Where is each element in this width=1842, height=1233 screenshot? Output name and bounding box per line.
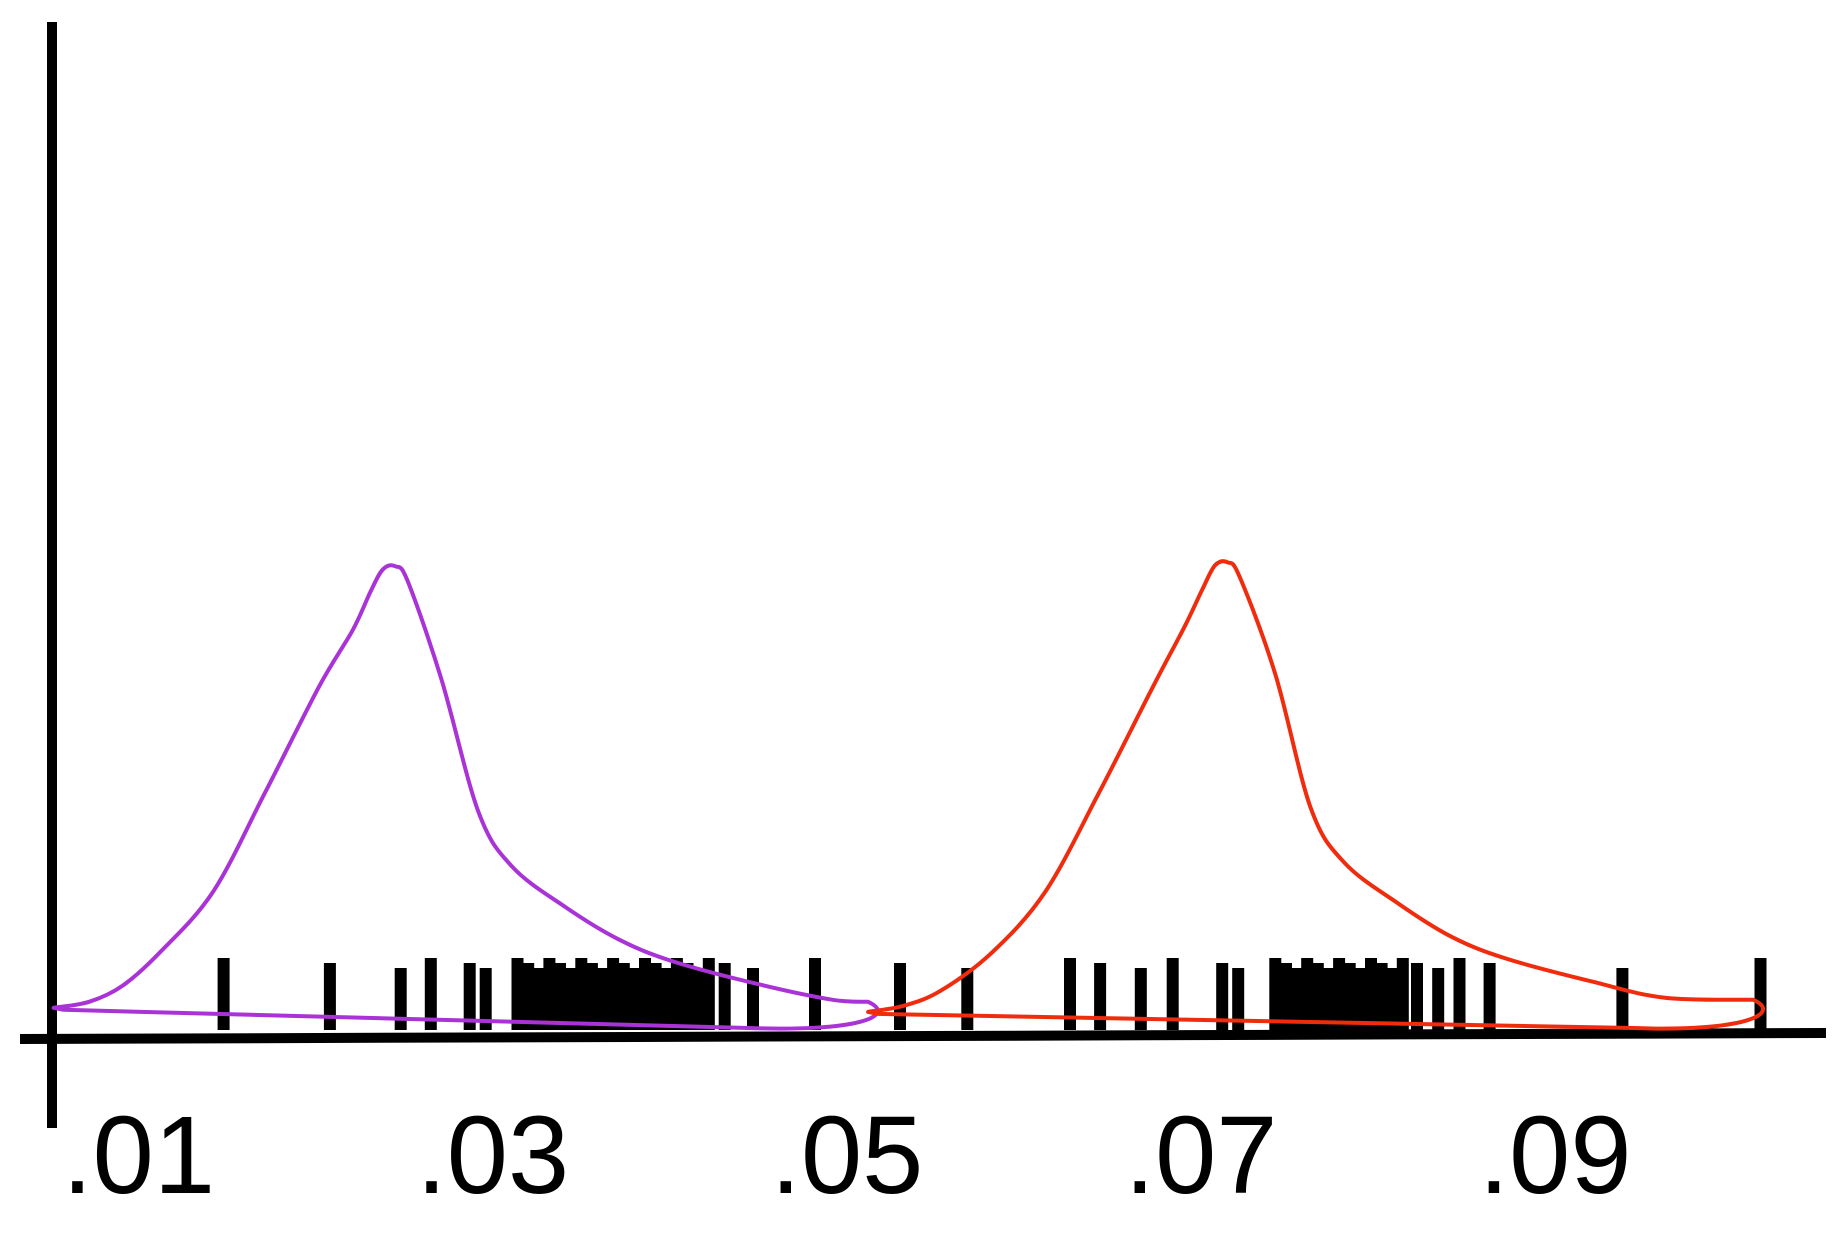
rug-mark xyxy=(463,963,476,1030)
rug-mark xyxy=(564,968,577,1030)
rug-mark xyxy=(1216,963,1229,1030)
rug-mark xyxy=(1134,968,1147,1030)
rug-mark xyxy=(532,968,545,1030)
rug-mark xyxy=(511,958,524,1030)
rug-mark xyxy=(585,963,598,1030)
x-tick-label: .09 xyxy=(1479,1094,1632,1217)
rug-mark xyxy=(1290,968,1303,1030)
rug-mark xyxy=(681,963,694,1030)
rug-mark xyxy=(424,958,437,1030)
rug-mark xyxy=(1396,958,1409,1030)
rug-mark xyxy=(1375,963,1388,1030)
rug-mark xyxy=(628,968,641,1030)
rug-mark xyxy=(1432,968,1445,1030)
rug-mark xyxy=(479,968,492,1030)
rug-mark xyxy=(554,963,566,1030)
rug-mark xyxy=(596,968,609,1030)
rug-mark xyxy=(394,968,407,1030)
rug-mark xyxy=(1311,963,1324,1030)
rug-mark xyxy=(543,958,556,1030)
rug-mark xyxy=(809,958,821,1030)
rug-mark xyxy=(649,963,662,1030)
rug-mark xyxy=(1269,958,1282,1030)
density-curve-red xyxy=(866,559,1766,1031)
rug-mark xyxy=(1386,968,1399,1030)
rug-mark xyxy=(1166,958,1179,1030)
x-tick-label: .03 xyxy=(416,1094,569,1217)
rug-mark xyxy=(575,958,588,1030)
rug-mark xyxy=(323,963,336,1030)
x-tick-label: .07 xyxy=(1125,1094,1278,1217)
rug-mark xyxy=(660,968,673,1030)
rug-mark xyxy=(702,958,715,1030)
x-tick-label: .05 xyxy=(770,1094,923,1217)
rug-mark xyxy=(1754,958,1767,1030)
x-tick-label: .01 xyxy=(62,1094,215,1217)
density-curves xyxy=(51,559,1766,1031)
rug-mark xyxy=(639,958,651,1030)
rug-mark xyxy=(1232,968,1245,1030)
rug-mark xyxy=(747,968,759,1030)
rug-mark xyxy=(1453,958,1466,1030)
rug-mark xyxy=(1483,963,1496,1030)
rug-mark xyxy=(718,963,731,1030)
density-curve-purple xyxy=(51,563,880,1031)
rug-mark xyxy=(1322,968,1335,1030)
rug-mark xyxy=(617,963,630,1030)
x-tick-labels: .01 .03 .05 .07 .09 xyxy=(62,1094,1631,1217)
rug-mark xyxy=(1343,963,1356,1030)
rug-mark xyxy=(1301,958,1314,1030)
rug-mark xyxy=(1333,958,1346,1030)
rug-mark xyxy=(1094,963,1107,1030)
rug-mark xyxy=(692,968,705,1030)
rug-mark xyxy=(1280,963,1292,1030)
rug-mark xyxy=(670,958,683,1030)
rug-mark xyxy=(607,958,620,1030)
rug-mark xyxy=(1616,968,1629,1030)
rug-mark xyxy=(1064,958,1076,1030)
rug-mark xyxy=(1411,963,1423,1030)
rug-marks xyxy=(217,958,1767,1030)
x-axis xyxy=(19,1028,1827,1044)
rug-mark xyxy=(894,963,906,1030)
rug-mark xyxy=(217,958,230,1030)
rug-mark xyxy=(1365,958,1377,1030)
rug-mark xyxy=(1354,968,1367,1030)
rug-mark xyxy=(522,963,535,1030)
